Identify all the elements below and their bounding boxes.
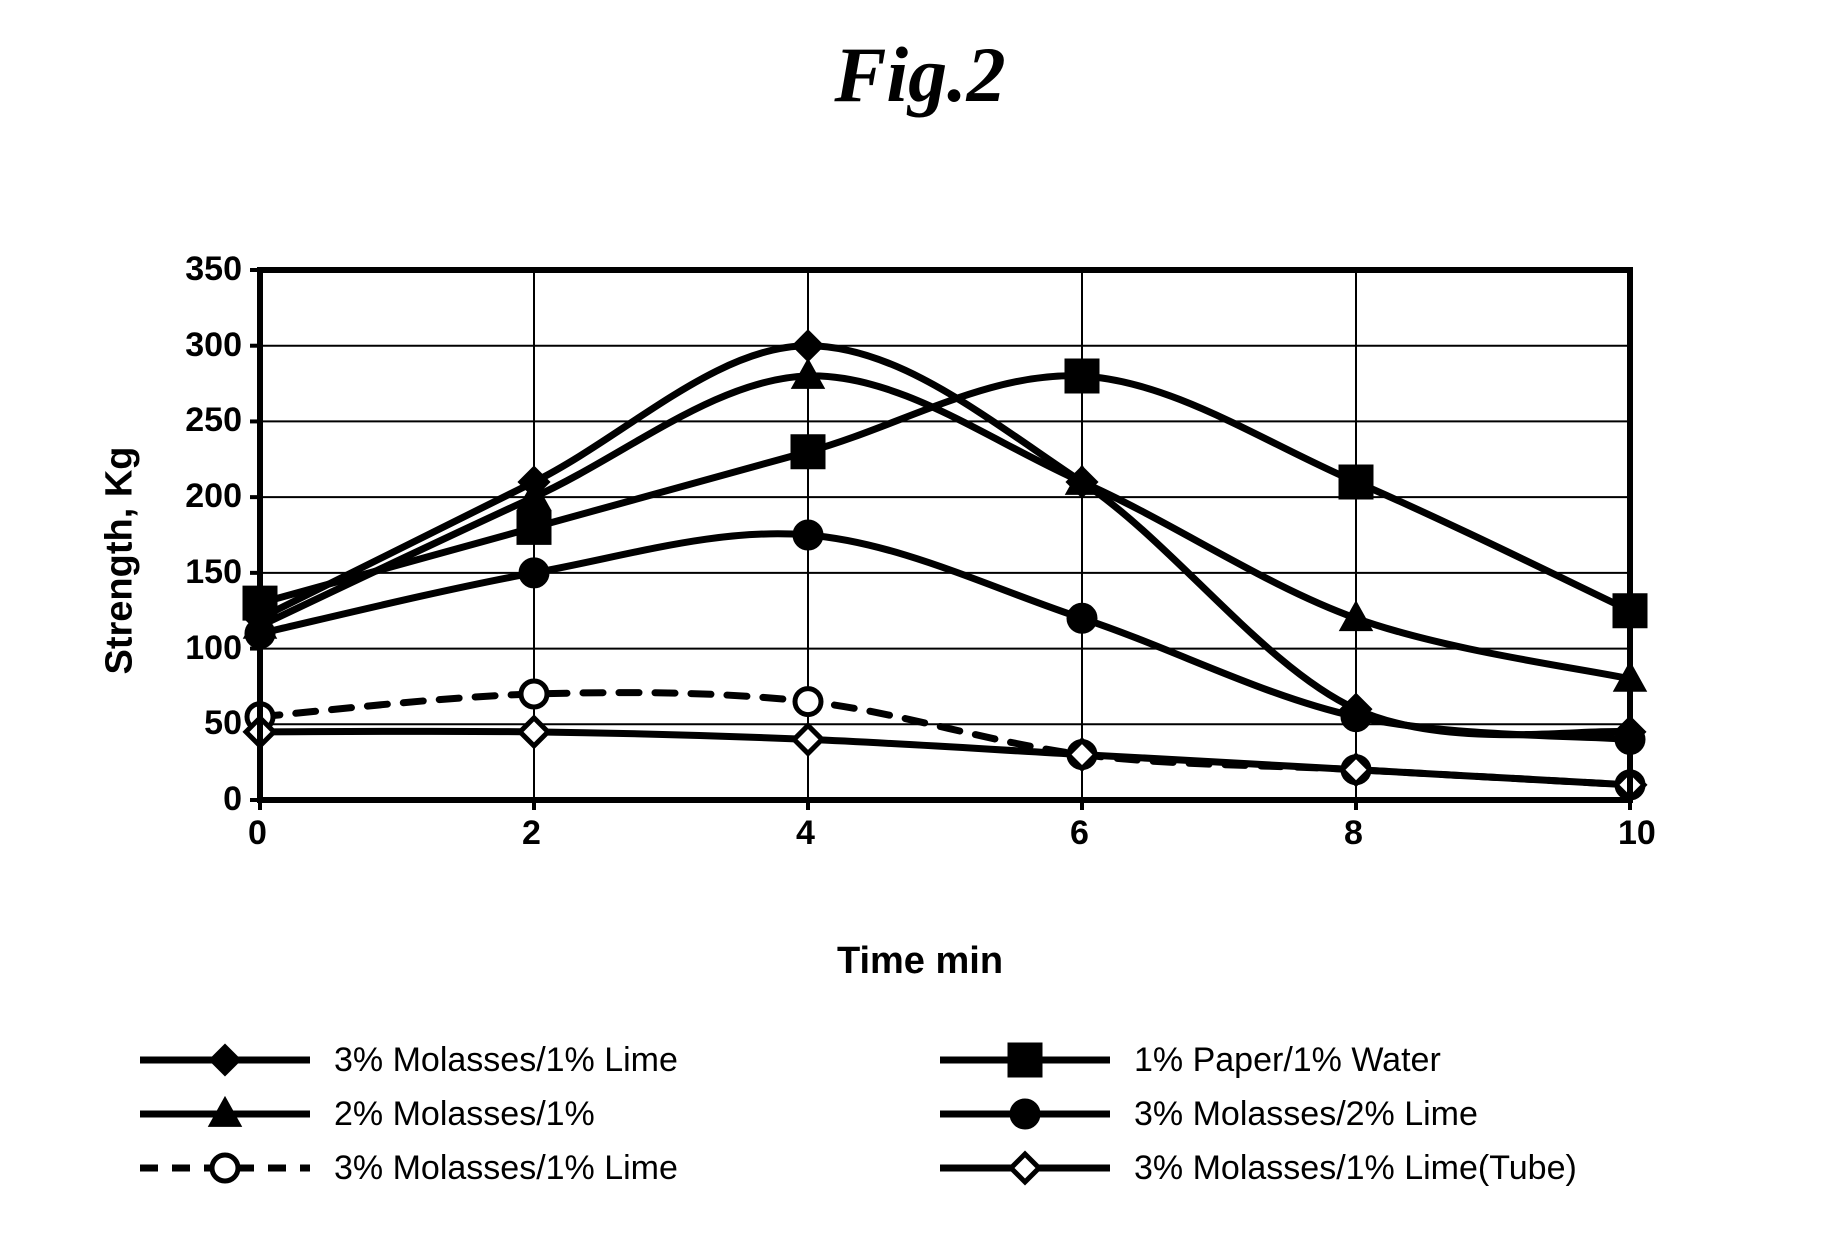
- legend-label: 3% Molasses/1% Lime: [334, 1149, 678, 1188]
- legend-swatch-s2: [140, 1094, 310, 1134]
- legend-swatch-s3: [140, 1148, 310, 1188]
- x-axis-label: Time min: [150, 940, 1690, 983]
- legend-label: 3% Molasses/2% Lime: [1134, 1095, 1478, 1134]
- legend-item-s4: 1% Paper/1% Water: [940, 1040, 1700, 1080]
- x-tick-label: 6: [1070, 814, 1089, 853]
- y-tick-label: 0: [223, 780, 242, 819]
- legend-label: 3% Molasses/1% Lime(Tube): [1134, 1149, 1577, 1188]
- legend-swatch-s5: [940, 1094, 1110, 1134]
- legend-label: 2% Molasses/1%: [334, 1095, 595, 1134]
- x-tick-label: 10: [1618, 814, 1656, 853]
- y-axis-label-container: Strength, Kg: [90, 260, 150, 860]
- legend-swatch-s1: [140, 1040, 310, 1080]
- series-line-s6: [260, 731, 1630, 785]
- y-tick-label: 150: [185, 553, 242, 592]
- legend-swatch-s6: [940, 1148, 1110, 1188]
- x-tick-label: 2: [522, 814, 541, 853]
- legend-label: 1% Paper/1% Water: [1134, 1041, 1441, 1080]
- y-tick-label: 100: [185, 629, 242, 668]
- legend-item-s2: 2% Molasses/1%: [140, 1094, 900, 1134]
- x-tick-label: 0: [248, 814, 267, 853]
- y-tick-label: 50: [204, 704, 242, 743]
- legend-item-s5: 3% Molasses/2% Lime: [940, 1094, 1700, 1134]
- y-tick-label: 350: [185, 250, 242, 289]
- y-tick-label: 250: [185, 401, 242, 440]
- x-tick-label: 4: [796, 814, 815, 853]
- legend-label: 3% Molasses/1% Lime: [334, 1041, 678, 1080]
- y-tick-label: 300: [185, 326, 242, 365]
- legend-swatch-s4: [940, 1040, 1110, 1080]
- legend-item-s3: 3% Molasses/1% Lime: [140, 1148, 900, 1188]
- figure-title: Fig.2: [0, 30, 1840, 120]
- y-axis-label: Strength, Kg: [99, 446, 142, 674]
- legend-item-s1: 3% Molasses/1% Lime: [140, 1040, 900, 1080]
- chart-svg: [150, 260, 1690, 860]
- legend-item-s6: 3% Molasses/1% Lime(Tube): [940, 1148, 1700, 1188]
- legend: 3% Molasses/1% Lime 1% Paper/1% Water 2% M…: [140, 1040, 1700, 1188]
- x-tick-label: 8: [1344, 814, 1363, 853]
- chart-area: [150, 260, 1690, 860]
- y-tick-label: 200: [185, 477, 242, 516]
